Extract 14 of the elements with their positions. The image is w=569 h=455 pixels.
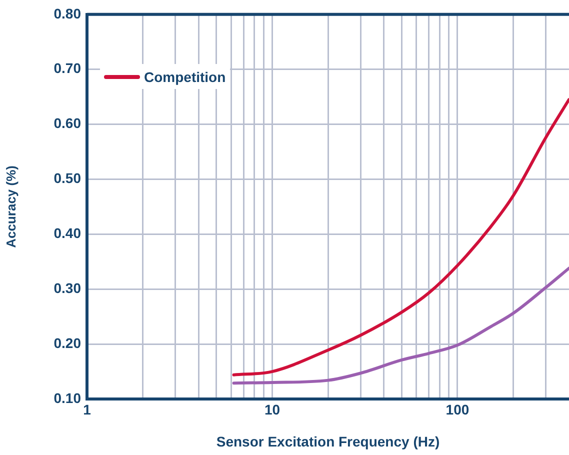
y-tick-label: 0.10 — [54, 390, 82, 406]
y-tick-label: 0.40 — [54, 225, 82, 242]
legend-label: Competition — [144, 68, 226, 84]
y-axis-title: Accuracy (%) — [3, 166, 18, 248]
x-tick-label: 100 — [446, 401, 470, 418]
x-axis-title: Sensor Excitation Frequency (Hz) — [216, 433, 440, 450]
y-tick-label: 0.30 — [54, 280, 82, 296]
y-tick-label: 0.60 — [54, 115, 82, 132]
y-tick-label: 0.50 — [54, 170, 82, 186]
y-tick-label: 0.20 — [54, 334, 82, 351]
x-tick-label: 10 — [264, 401, 280, 418]
y-tick-label: 0.80 — [54, 5, 82, 22]
x-tick-label: 1 — [83, 401, 92, 418]
y-tick-label: 0.70 — [54, 60, 82, 76]
